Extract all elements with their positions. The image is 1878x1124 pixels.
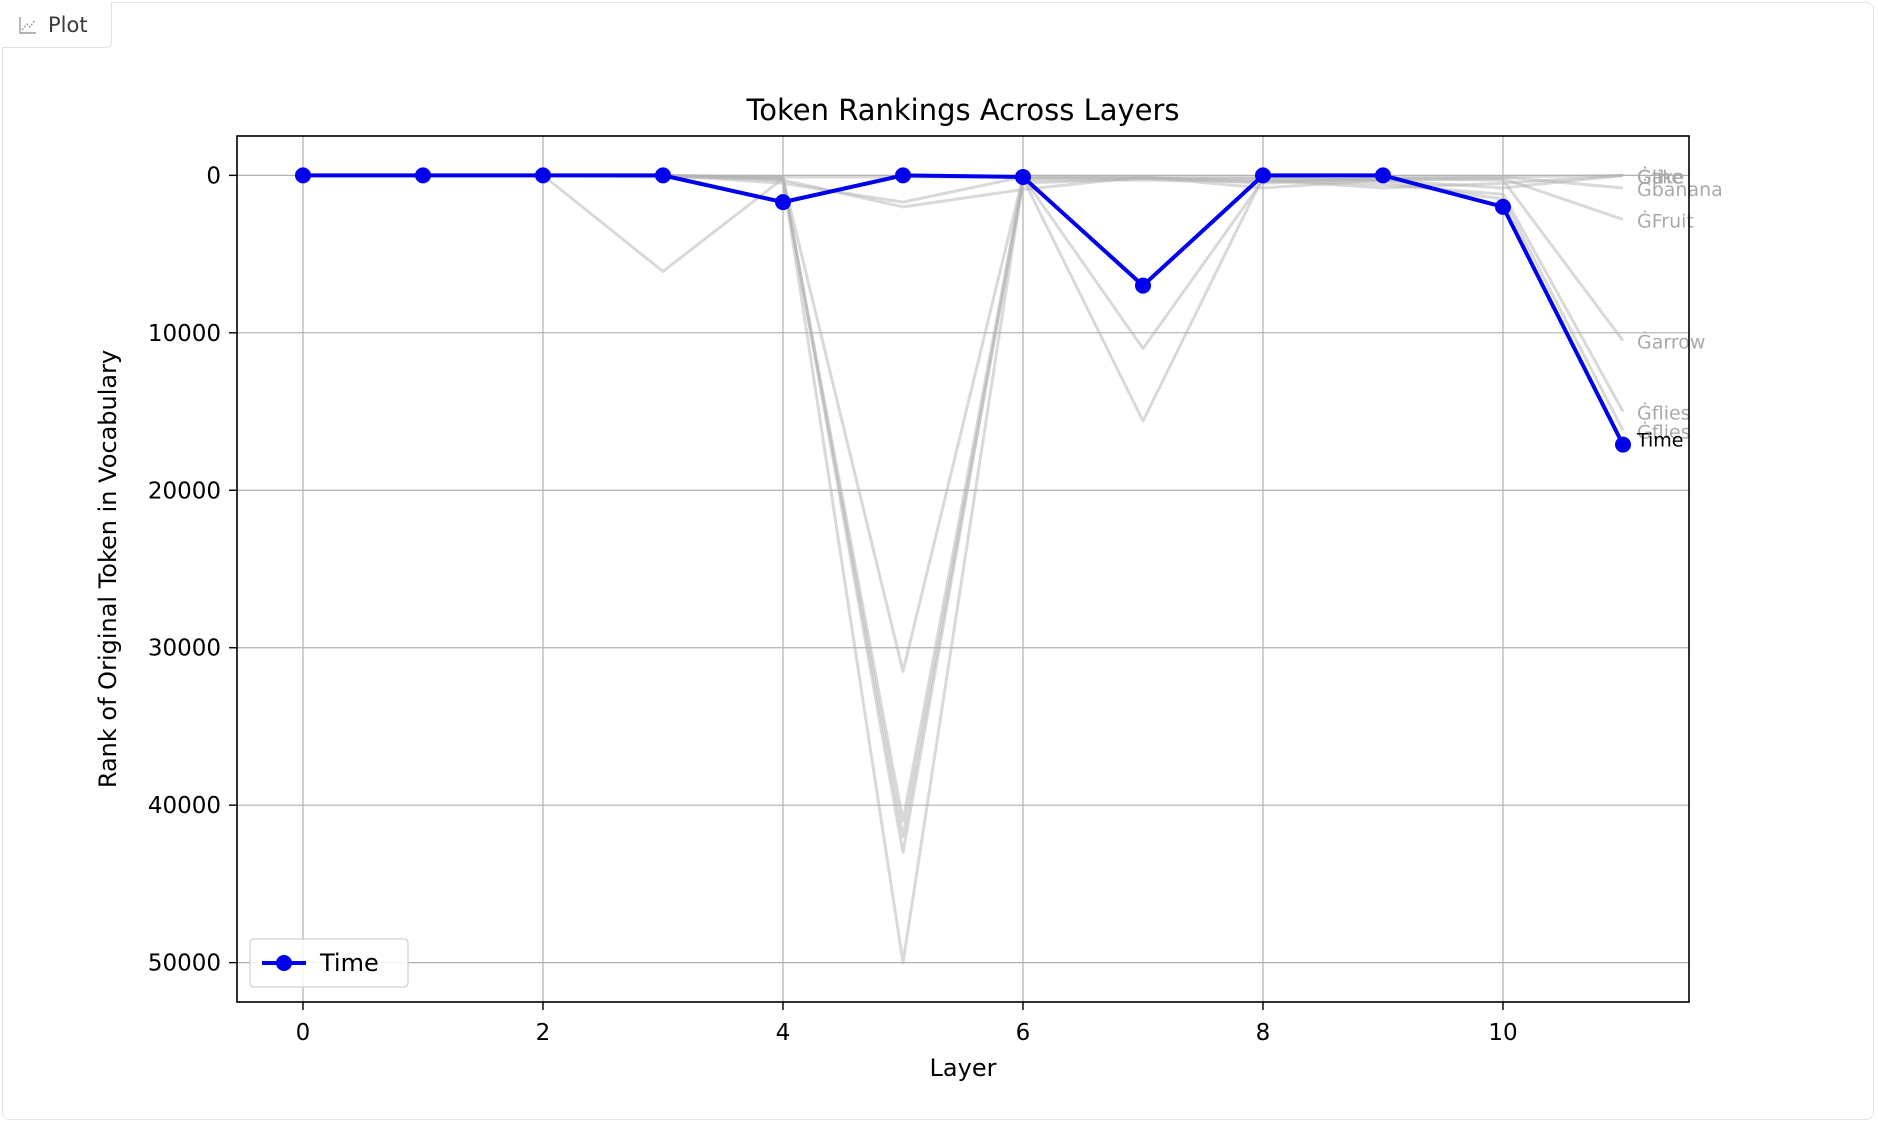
highlight-point bbox=[1015, 168, 1031, 185]
series-end-label: Ġa bbox=[1637, 165, 1663, 188]
plot-tab-label: Plot bbox=[48, 12, 88, 37]
highlight-point bbox=[775, 194, 791, 211]
x-tick-label: 2 bbox=[536, 1020, 551, 1046]
highlight-point bbox=[415, 167, 431, 184]
x-tick-label: 10 bbox=[1488, 1020, 1517, 1046]
legend: Time bbox=[249, 938, 409, 988]
x-axis-label: Layer bbox=[930, 1054, 997, 1082]
axes: 0 2 4 6 8 10 0 10000 20000 30000 40000 50000 bbox=[148, 135, 1690, 1046]
highlight-point bbox=[1255, 167, 1271, 184]
series-end-label: ĠFruit bbox=[1637, 209, 1694, 232]
x-tick-label: 4 bbox=[776, 1020, 791, 1046]
highlight-point bbox=[1495, 198, 1511, 215]
series-line-0 bbox=[303, 173, 1625, 673]
highlight-point bbox=[535, 167, 551, 184]
highlight-point bbox=[1135, 277, 1151, 294]
legend-box bbox=[249, 938, 409, 988]
series-end-label: Ġarrow bbox=[1637, 331, 1705, 354]
x-tick-label: 6 bbox=[1016, 1020, 1031, 1046]
highlight-point bbox=[295, 167, 311, 184]
y-tick-label: 30000 bbox=[148, 636, 221, 662]
highlight-point bbox=[895, 167, 911, 184]
y-tick-label: 40000 bbox=[148, 793, 221, 819]
series-end-label: Ġthe bbox=[1637, 165, 1683, 188]
grid bbox=[237, 136, 1689, 1002]
x-tick-label: 0 bbox=[296, 1020, 311, 1046]
highlight-point bbox=[655, 167, 671, 184]
series-end-label: Ġflies bbox=[1637, 402, 1691, 425]
y-tick-label: 20000 bbox=[148, 478, 221, 504]
highlight-series: Time bbox=[295, 167, 1684, 453]
highlight-line bbox=[303, 173, 1625, 446]
highlight-point bbox=[1375, 167, 1391, 184]
x-tick-label: 8 bbox=[1256, 1020, 1271, 1046]
series-line-4 bbox=[303, 173, 1624, 854]
series-line-1 bbox=[303, 173, 1625, 823]
chart-title: Token Rankings Across Layers bbox=[745, 93, 1179, 127]
legend-swatch-marker bbox=[276, 955, 292, 971]
legend-label: Time bbox=[319, 949, 379, 977]
highlight-end-label: Time bbox=[1636, 430, 1684, 452]
plot-frame bbox=[236, 135, 1690, 1003]
series-line-3 bbox=[303, 173, 1624, 839]
y-tick-label: 50000 bbox=[148, 951, 221, 977]
line-chart-icon bbox=[18, 15, 38, 35]
y-axis-label: Rank of Original Token in Vocabulary bbox=[94, 350, 122, 788]
series-end-label: Ġbanana bbox=[1637, 178, 1723, 201]
series-line-2 bbox=[303, 173, 1625, 965]
plot-tab[interactable]: Plot bbox=[2, 2, 112, 48]
series-end-label: Ġflies bbox=[1637, 420, 1691, 443]
y-tick-label: 10000 bbox=[148, 321, 221, 347]
highlight-point bbox=[1615, 436, 1631, 453]
series-end-label: Ġlike bbox=[1637, 165, 1684, 188]
y-tick-label: 0 bbox=[206, 163, 221, 189]
